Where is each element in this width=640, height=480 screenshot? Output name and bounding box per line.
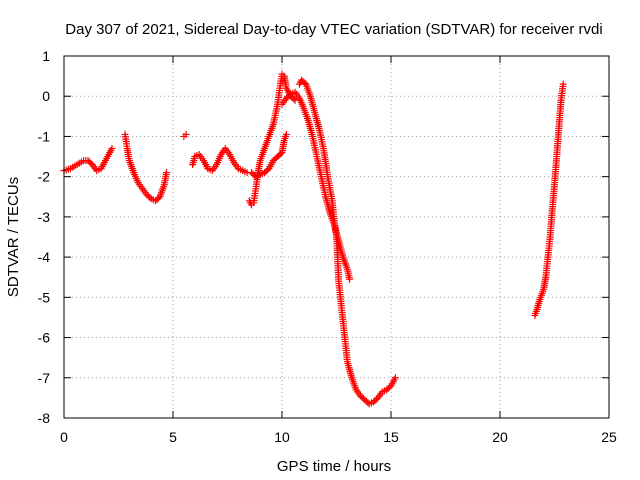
x-tick-label: 10 xyxy=(274,429,290,445)
data-point xyxy=(162,169,170,177)
x-tick-label: 25 xyxy=(601,429,617,445)
x-tick-label: 15 xyxy=(383,429,399,445)
data-point xyxy=(346,275,354,283)
y-tick-label: -7 xyxy=(38,370,51,386)
y-tick-label: -3 xyxy=(38,209,51,225)
x-tick-label: 5 xyxy=(169,429,177,445)
data-point xyxy=(108,145,116,153)
y-tick-label: 1 xyxy=(42,48,50,64)
data-point xyxy=(290,95,298,103)
data-point xyxy=(146,193,154,201)
data-point xyxy=(282,130,290,138)
x-tick-label: 0 xyxy=(60,429,68,445)
y-tick-label: -6 xyxy=(38,330,51,346)
plot-frame xyxy=(63,55,610,419)
y-tick-label: -2 xyxy=(38,169,51,185)
data-point xyxy=(285,92,293,100)
chart-title: Day 307 of 2021, Sidereal Day-to-day VTE… xyxy=(65,21,602,38)
y-axis-label: SDTVAR / TECUs xyxy=(5,177,22,297)
x-tick-label: 20 xyxy=(492,429,508,445)
y-tick-label: 0 xyxy=(42,88,50,104)
data-points xyxy=(60,70,567,408)
y-tick-label: -8 xyxy=(38,410,51,426)
x-axis-label: GPS time / hours xyxy=(277,458,391,475)
y-tick-label: -4 xyxy=(38,249,51,265)
data-point xyxy=(391,374,399,382)
y-tick-label: -5 xyxy=(38,289,51,305)
data-point xyxy=(182,130,190,138)
y-tick-label: -1 xyxy=(38,128,51,144)
data-point xyxy=(559,80,567,88)
